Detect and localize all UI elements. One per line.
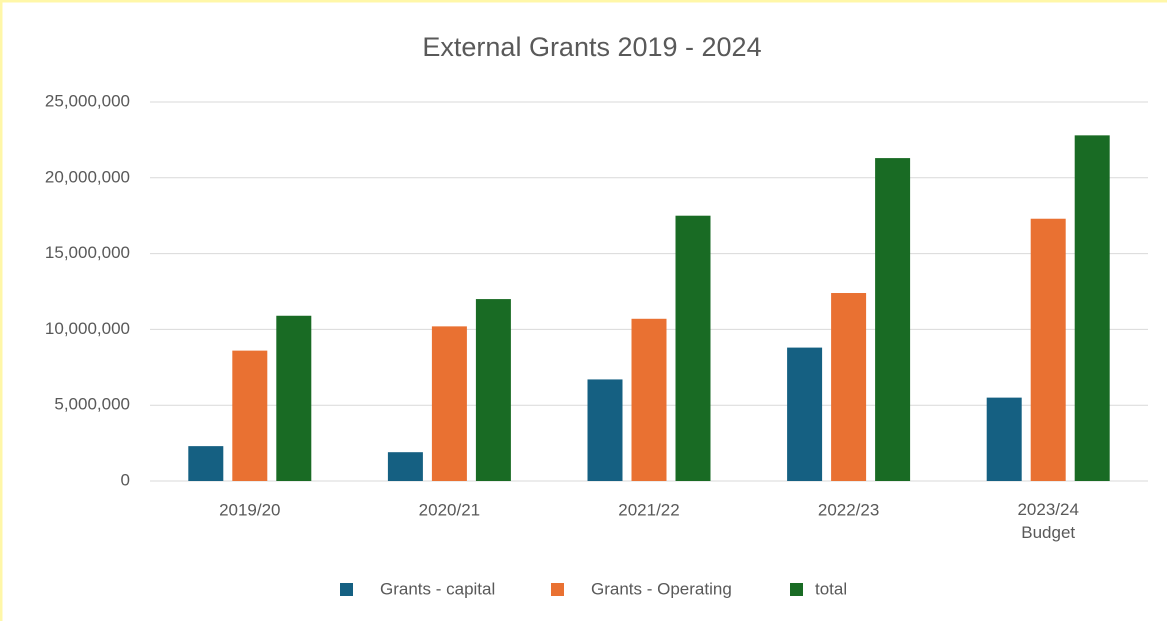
y-tick-label: 25,000,000 xyxy=(45,91,130,110)
y-tick-label: 20,000,000 xyxy=(45,167,130,186)
y-tick-label: 15,000,000 xyxy=(45,243,130,262)
bar xyxy=(232,350,268,481)
bar xyxy=(387,452,423,481)
bar xyxy=(787,347,823,481)
bar xyxy=(875,158,911,482)
bar xyxy=(1030,218,1066,481)
bar xyxy=(986,397,1022,481)
bar xyxy=(188,446,224,481)
bar xyxy=(475,299,511,481)
bar xyxy=(1074,135,1110,482)
legend-swatch xyxy=(340,583,353,596)
legend-label: total xyxy=(815,579,847,598)
bar xyxy=(431,326,467,481)
legend-swatch xyxy=(551,583,564,596)
y-tick-label: 0 xyxy=(121,470,130,489)
bar xyxy=(587,379,623,481)
y-tick-label: 10,000,000 xyxy=(45,319,130,338)
bar xyxy=(675,215,711,481)
x-tick-label: 2020/21 xyxy=(419,500,480,519)
x-tick-label: 2022/23 xyxy=(818,500,879,519)
bar xyxy=(631,318,667,481)
bar xyxy=(831,293,867,481)
x-tick-label: 2023/24 Budget xyxy=(1017,500,1078,542)
x-tick-label: 2019/20 xyxy=(219,500,280,519)
chart-title: External Grants 2019 - 2024 xyxy=(422,32,761,62)
legend-swatch xyxy=(790,583,803,596)
legend-label: Grants - capital xyxy=(380,579,495,598)
y-tick-label: 5,000,000 xyxy=(54,395,130,414)
legend-label: Grants - Operating xyxy=(591,579,732,598)
bar xyxy=(276,315,312,481)
x-tick-label: 2021/22 xyxy=(618,500,679,519)
